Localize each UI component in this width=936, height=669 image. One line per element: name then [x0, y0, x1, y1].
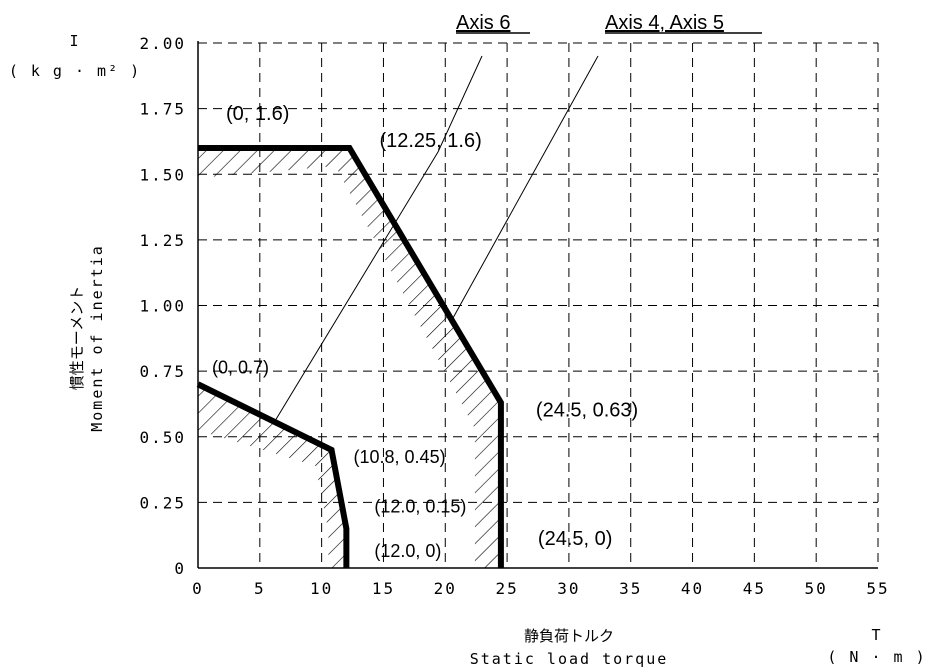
legend-axis-6: Axis 6	[456, 12, 510, 34]
point-label: (12.0, 0.15)	[374, 497, 466, 517]
series-axis-4-5-line	[198, 145, 504, 568]
y-axis-unit: ( k g · m² )	[9, 62, 141, 80]
x-tick-label: 35	[619, 579, 642, 598]
x-tick-label: 5	[254, 579, 266, 598]
y-tick-label: 1.00	[139, 297, 186, 316]
axes	[197, 41, 878, 569]
x-axis-unit: ( N · m )	[827, 648, 926, 666]
y-axis-label-jp: 慣性モーメント	[68, 286, 86, 390]
hatched-boundary-areas	[198, 148, 501, 568]
x-axis-symbol: T	[871, 626, 882, 644]
y-tick-label: 0.75	[139, 362, 186, 381]
y-tick-label: 1.25	[139, 231, 186, 250]
y-tick-label: 1.50	[139, 165, 186, 184]
point-label: (12.25, 1.6)	[379, 130, 481, 152]
x-tick-label: 30	[557, 579, 580, 598]
x-tick-label: 40	[681, 579, 704, 598]
point-annotations: (0, 1.6) (12.25, 1.6) (24.5, 0.63) (24.5, 0…	[212, 103, 638, 561]
series-axis-6-line	[196, 381, 350, 568]
leader-axis-6-b	[274, 151, 439, 422]
x-tick-label: 10	[310, 579, 333, 598]
y-axis-label-en: Moment of inertia	[88, 244, 106, 432]
legend-axis-4-5: Axis 4, Axis 5	[605, 12, 724, 34]
y-tick-label: 1.75	[139, 100, 186, 119]
leader-axis-6-a	[437, 55, 483, 153]
point-label: (24.5, 0)	[538, 528, 612, 550]
y-tick-labels: 0 0.25 0.50 0.75 1.00 1.25 1.50 1.75 2.00	[139, 34, 186, 578]
leader-axis-4-5	[452, 55, 599, 319]
point-label: (10.8, 0.45)	[354, 447, 446, 467]
leader-lines	[274, 55, 599, 422]
x-tick-label: 15	[372, 579, 395, 598]
x-tick-label: 50	[805, 579, 828, 598]
x-tick-label: 55	[866, 579, 889, 598]
hatch-area-axis-4-5	[198, 148, 501, 568]
hatch-area-axis-6	[198, 384, 347, 568]
x-axis-label-en: Static load torque	[470, 650, 669, 668]
x-tick-label: 25	[495, 579, 518, 598]
y-tick-label: 0	[174, 559, 186, 578]
x-tick-label: 0	[192, 579, 204, 598]
x-axis-label-jp: 静負荷トルク	[524, 627, 614, 645]
point-label: (24.5, 0.63)	[536, 400, 638, 422]
point-label: (0, 0.7)	[212, 357, 269, 377]
x-tick-label: 20	[434, 579, 457, 598]
point-label: (12.0, 0)	[374, 541, 441, 561]
y-tick-label: 2.00	[139, 34, 186, 53]
point-label: (0, 1.6)	[226, 103, 289, 125]
y-axis-symbol: I	[69, 32, 80, 50]
grid	[198, 42, 879, 568]
y-tick-label: 0.50	[139, 428, 186, 447]
y-tick-label: 0.25	[139, 493, 186, 512]
x-tick-labels: 0 5 10 15 20 25 30 35 40 45 50 55	[192, 579, 889, 598]
x-tick-label: 45	[743, 579, 766, 598]
series-lines	[196, 145, 504, 568]
